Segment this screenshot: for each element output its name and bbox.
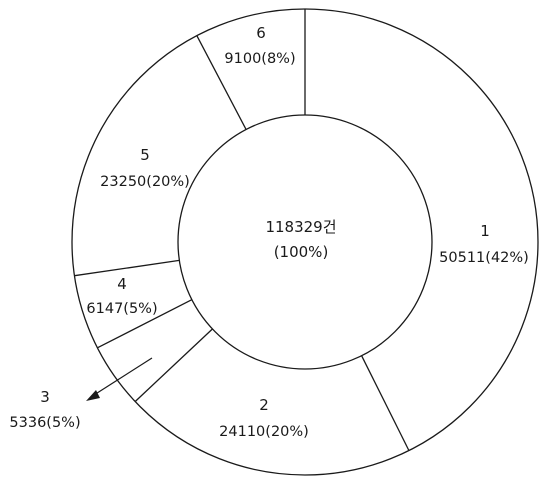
slice-3-name: 3 <box>40 388 50 406</box>
slice-4-name: 4 <box>117 275 127 293</box>
slice-2-label: 2 24110(20%) <box>219 396 309 440</box>
slice-3-leader-arrowhead <box>86 390 100 401</box>
slice-3-label: 3 5336(5%) <box>9 357 153 431</box>
slice-5-label: 5 23250(20%) <box>100 146 190 190</box>
center-total: 118329건 <box>265 218 336 236</box>
slice-6-start-divider <box>196 35 247 130</box>
slice-1-value: 50511(42%) <box>439 250 529 266</box>
slice-3-value: 5336(5%) <box>9 415 80 431</box>
slice-3-start-divider <box>134 328 213 402</box>
slice-4-value: 6147(5%) <box>86 301 157 317</box>
inner-ring <box>177 114 433 370</box>
slice-4-start-divider <box>97 299 193 349</box>
center-percent: (100%) <box>274 243 329 261</box>
slice-2-value: 24110(20%) <box>219 424 309 440</box>
slice-5-start-divider <box>74 259 180 277</box>
donut-rings <box>71 8 539 476</box>
slice-dividers <box>74 9 410 451</box>
slice-2-name: 2 <box>259 396 269 414</box>
slice-4-label: 4 6147(5%) <box>86 275 157 317</box>
slice-1-name: 1 <box>480 222 490 240</box>
slice-6-value: 9100(8%) <box>224 51 295 67</box>
slice-6-label: 6 9100(8%) <box>224 24 295 67</box>
slice-5-value: 23250(20%) <box>100 174 190 190</box>
slice-1-label: 1 50511(42%) <box>439 222 529 266</box>
slice-6-name: 6 <box>256 24 266 42</box>
center-label: 118329건 (100%) <box>265 218 336 261</box>
slice-3-leader-line <box>93 357 153 396</box>
slice-2-start-divider <box>361 355 410 451</box>
slice-5-name: 5 <box>140 146 150 164</box>
